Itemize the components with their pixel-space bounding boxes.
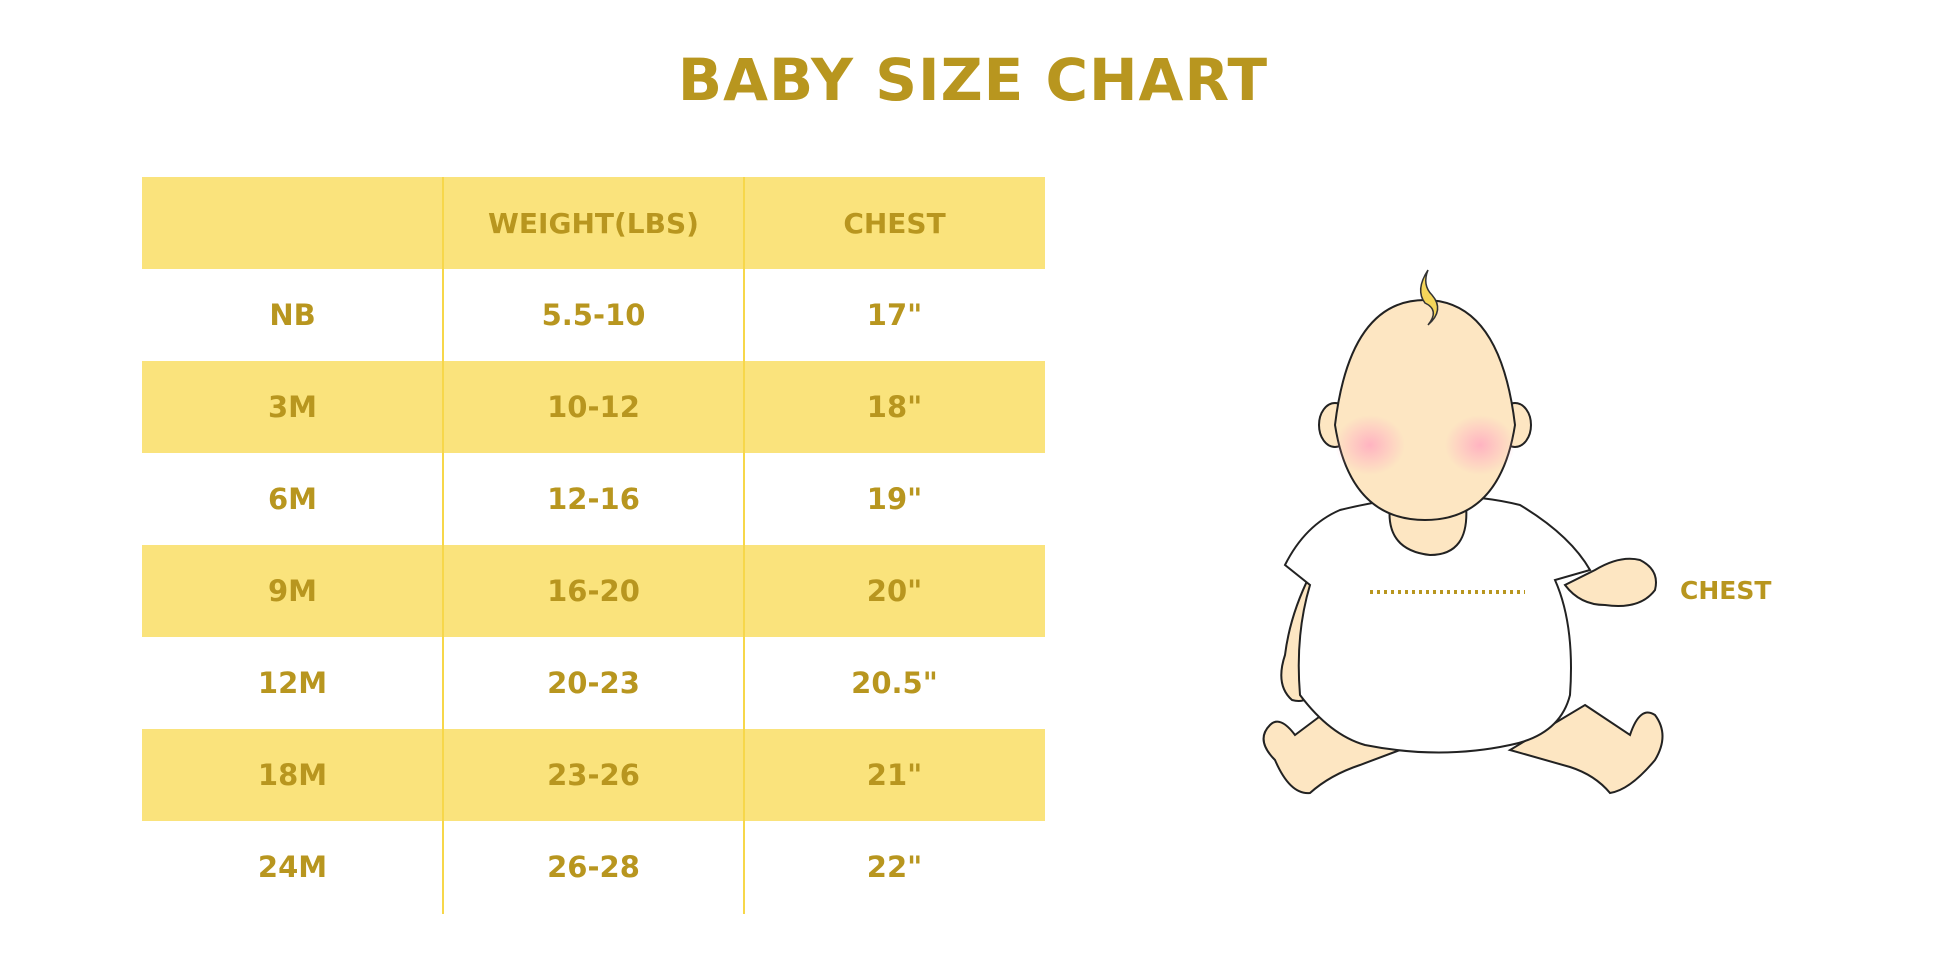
size-cell: 9M (267, 574, 318, 608)
chest-cell: 20" (866, 574, 923, 608)
table-row: 9M 16-20 20" (142, 545, 1045, 637)
table-row: NB 5.5-10 17" (142, 269, 1045, 361)
weight-cell: 16-20 (547, 574, 640, 608)
size-cell: NB (269, 298, 316, 332)
size-cell: 24M (257, 850, 328, 884)
baby-illustration-icon (1262, 269, 1664, 795)
column-divider (743, 177, 745, 914)
table-row: 3M 10-12 18" (142, 361, 1045, 453)
weight-cell: 23-26 (547, 758, 640, 792)
weight-cell: 26-28 (547, 850, 640, 884)
table-row: 12M 20-23 20.5" (142, 637, 1045, 729)
header-weight: WEIGHT(LBS) (488, 206, 699, 240)
table-row: 6M 12-16 19" (142, 453, 1045, 545)
weight-cell: 20-23 (547, 666, 640, 700)
size-cell: 18M (257, 758, 328, 792)
chest-cell: 22" (866, 850, 923, 884)
chest-cell: 21" (866, 758, 923, 792)
weight-cell: 5.5-10 (541, 298, 646, 332)
size-cell: 6M (267, 482, 318, 516)
column-divider (442, 177, 444, 914)
table-header-row: WEIGHT(LBS) CHEST (142, 177, 1045, 269)
chest-cell: 20.5" (851, 666, 938, 700)
chest-cell: 17" (866, 298, 923, 332)
size-cell: 3M (267, 390, 318, 424)
weight-cell: 12-16 (547, 482, 640, 516)
table-row: 24M 26-28 22" (142, 821, 1045, 913)
header-chest: CHEST (843, 206, 946, 240)
weight-cell: 10-12 (547, 390, 640, 424)
chest-cell: 19" (866, 482, 923, 516)
table-row: 18M 23-26 21" (142, 729, 1045, 821)
chest-measure-label: CHEST (1680, 576, 1772, 605)
size-table: WEIGHT(LBS) CHEST NB 5.5-10 17" 3M 10-12… (142, 177, 1045, 913)
chest-cell: 18" (866, 390, 923, 424)
size-cell: 12M (257, 666, 328, 700)
page-title: BABY SIZE CHART (677, 46, 1269, 114)
